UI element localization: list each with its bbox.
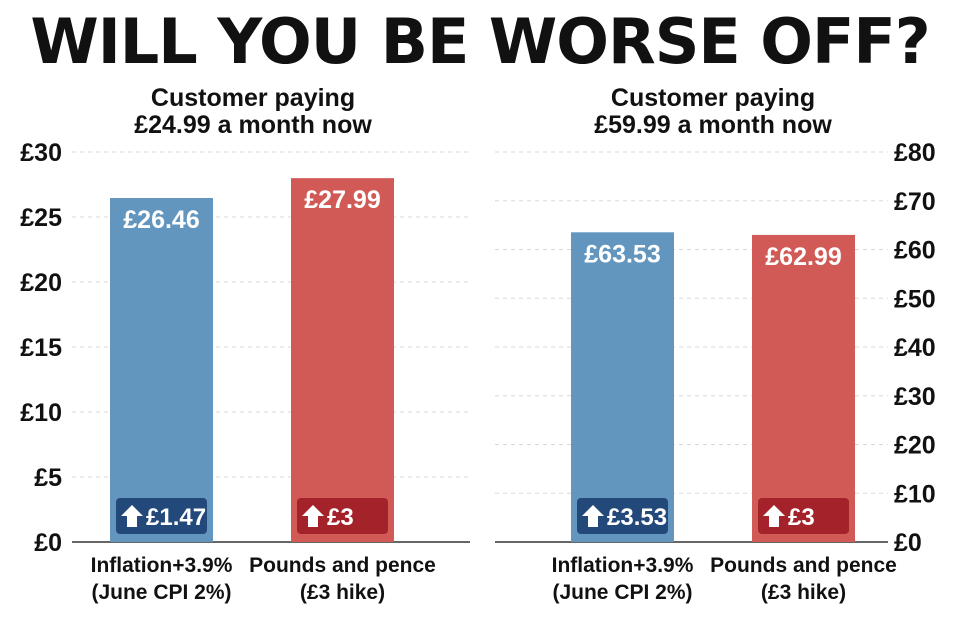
y-tick-label: £20	[894, 432, 936, 460]
up-arrow-icon	[582, 505, 604, 527]
up-arrow-icon	[302, 505, 324, 527]
bar-value-label: £63.53	[584, 240, 660, 268]
category-label: Inflation+3.9% (June CPI 2%)	[552, 554, 694, 604]
increase-label: £3	[327, 504, 354, 531]
headline: WILL YOU BE WORSE OFF?	[30, 5, 930, 78]
y-tick-label: £15	[20, 334, 62, 362]
bar	[571, 232, 674, 542]
y-tick-label: £40	[894, 334, 936, 362]
category-label: Pounds and pence (£3 hike)	[249, 554, 436, 604]
y-tick-label: £0	[894, 529, 922, 557]
increase-badge	[577, 498, 668, 534]
y-tick-label: £30	[894, 383, 936, 411]
chart-title: Customer paying £59.99 a month now	[594, 84, 832, 139]
increase-badge	[297, 498, 388, 534]
y-tick-label: £80	[894, 139, 936, 167]
y-tick-label: £5	[34, 464, 62, 492]
bar-value-label: £27.99	[304, 186, 380, 214]
up-arrow-icon	[121, 505, 143, 527]
category-label: Inflation+3.9% (June CPI 2%)	[91, 554, 233, 604]
bar-value-label: £62.99	[765, 243, 841, 271]
bar	[291, 178, 394, 542]
y-tick-label: £60	[894, 237, 936, 265]
y-tick-label: £30	[20, 139, 62, 167]
increase-label: £3	[788, 504, 815, 531]
y-tick-label: £10	[20, 399, 62, 427]
y-tick-label: £0	[34, 529, 62, 557]
y-tick-label: £70	[894, 188, 936, 216]
category-label: Pounds and pence (£3 hike)	[710, 554, 897, 604]
bar	[110, 198, 213, 542]
increase-label: £1.47	[146, 504, 206, 531]
bar-value-label: £26.46	[123, 206, 199, 234]
y-tick-label: £25	[20, 204, 62, 232]
chart-title: Customer paying £24.99 a month now	[134, 84, 372, 139]
increase-badge	[116, 498, 207, 534]
increase-label: £3.53	[607, 504, 667, 531]
bar	[752, 234, 855, 542]
increase-badge	[758, 498, 849, 534]
y-tick-label: £50	[894, 285, 936, 313]
y-tick-label: £10	[894, 480, 936, 508]
up-arrow-icon	[763, 505, 785, 527]
y-tick-label: £20	[20, 269, 62, 297]
